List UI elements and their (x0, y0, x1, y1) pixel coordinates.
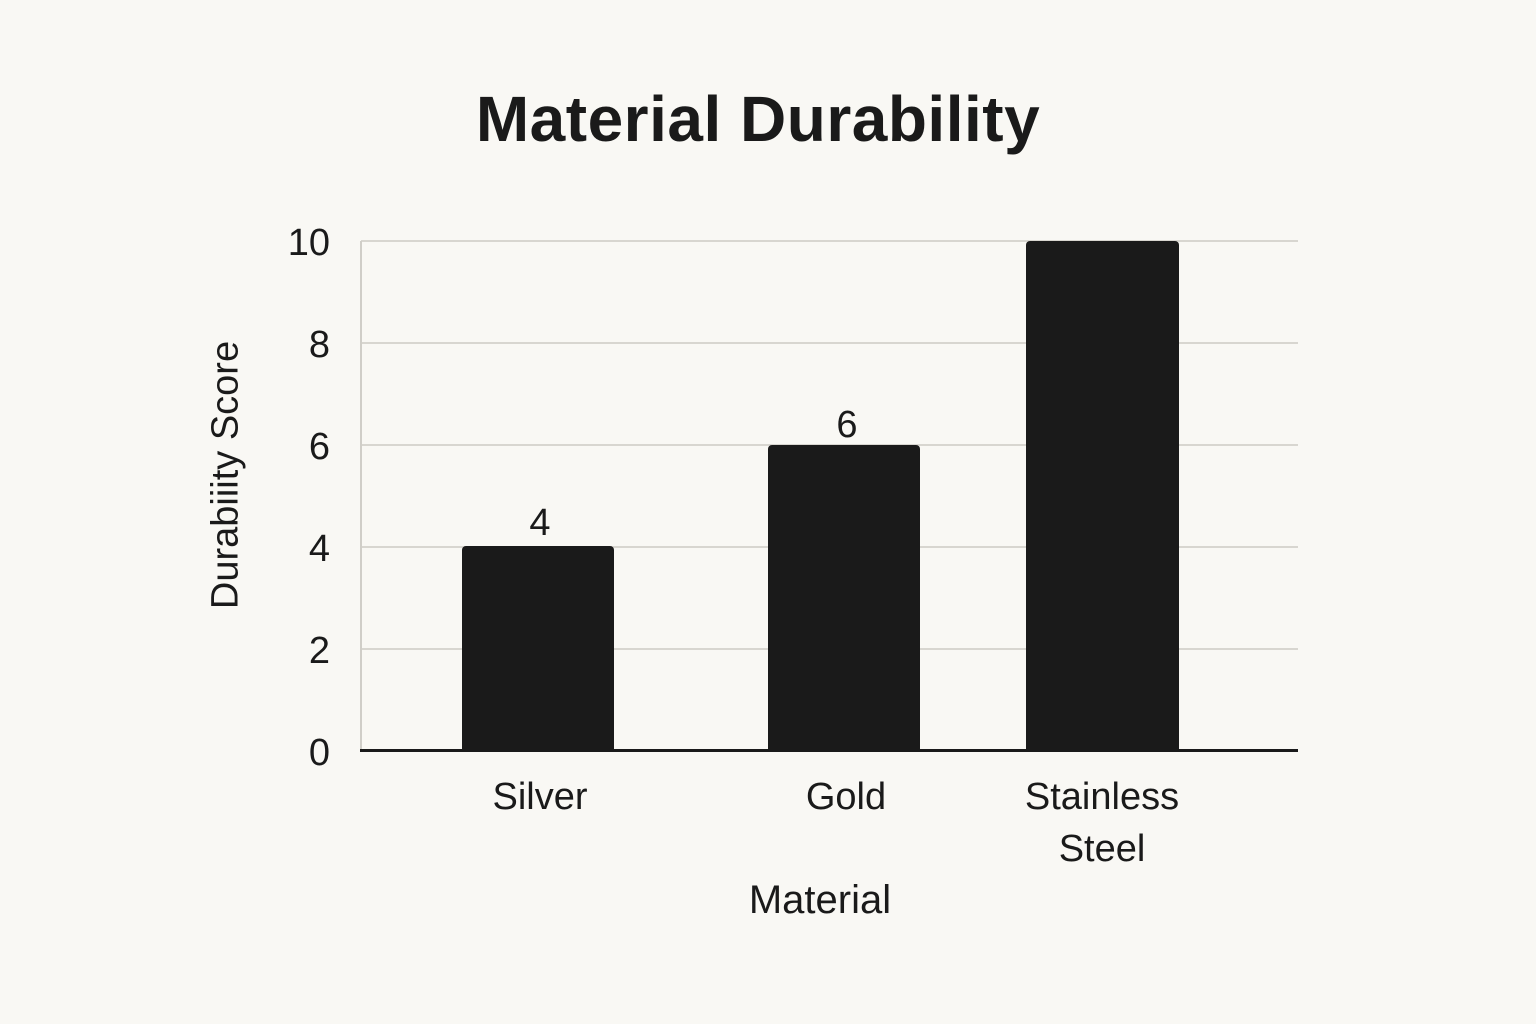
y-tick-4: 4 (308, 528, 330, 570)
y-tick-2: 2 (308, 630, 330, 672)
x-tick-stainless-steel: Stainless Steel (982, 771, 1222, 875)
bar-silver (462, 546, 614, 751)
x-tick-silver: Silver (492, 776, 588, 818)
gridline-8 (361, 342, 1298, 344)
x-tick-gold: Gold (805, 776, 887, 818)
y-tick-0: 0 (308, 732, 330, 774)
bar-value-silver: 4 (529, 502, 551, 544)
bar-stainless-steel (1026, 241, 1179, 751)
x-axis-line (360, 749, 1298, 752)
y-tick-6: 6 (308, 426, 330, 468)
chart-title: Material Durability (475, 83, 1041, 155)
bar-gold (768, 445, 920, 751)
bar-value-gold: 6 (836, 404, 858, 446)
y-axis-label: Durabiiity Score (204, 340, 247, 610)
y-tick-10: 10 (287, 222, 330, 264)
y-tick-8: 8 (308, 324, 330, 366)
y-axis-line (360, 241, 362, 751)
x-tick-stainless-line1: Stainless (1024, 776, 1180, 818)
x-tick-stainless-line2: Steel (1058, 828, 1146, 870)
gridline-10 (361, 240, 1298, 242)
x-axis-label: Material (748, 878, 892, 922)
